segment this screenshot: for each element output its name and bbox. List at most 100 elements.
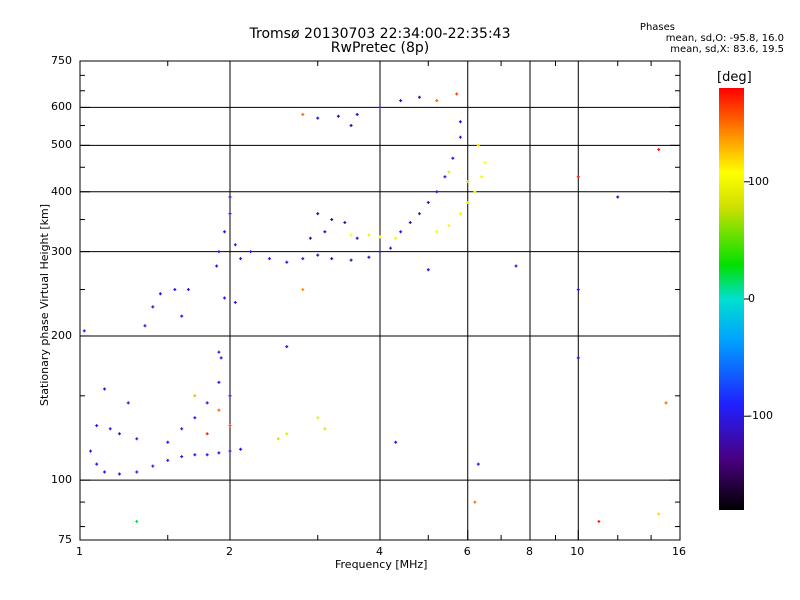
y-tick-label: 750 [51,54,72,67]
data-point [447,170,451,174]
data-point [473,190,477,194]
axis-ticks [79,60,681,541]
data-point [285,260,289,264]
data-point [166,440,170,444]
data-point [285,432,289,436]
data-point [205,401,209,405]
data-point [435,230,439,234]
data-point [103,470,107,474]
colorbar-tick-label: 100 [748,174,769,188]
data-point [330,218,334,222]
x-tick-label: 10 [570,545,585,558]
data-point [483,161,487,165]
data-point [458,120,462,124]
stats-title: Phases [639,22,675,33]
data-point [301,288,305,292]
data-point [389,246,393,250]
data-point [316,116,320,120]
data-point [343,221,347,225]
data-point [151,305,155,309]
data-point [394,440,398,444]
colorbar-tick-label: 0 [748,292,755,305]
data-point [336,114,340,118]
data-point [378,105,382,109]
data-point [408,221,412,225]
data-point [95,462,99,466]
x-tick-label: 2 [226,545,233,558]
y-tick-label: 75 [58,533,72,546]
data-point [323,427,327,431]
data-point [223,230,227,234]
data-point [166,458,170,462]
data-point [417,95,421,99]
x-tick-label: 1 [76,545,83,558]
data-point [316,253,320,257]
colorbar [719,88,744,510]
y-tick-label: 300 [51,244,72,258]
y-tick-label: 500 [51,138,72,152]
data-point [219,356,223,360]
chart-title-line2: RwPretec (8p) [330,40,430,56]
data-point [316,416,320,420]
data-point [217,250,221,254]
data-point [103,387,107,391]
data-point [597,519,601,523]
data-point [447,224,451,228]
data-point [576,175,580,179]
data-point [657,512,661,516]
data-point [657,148,661,152]
data-point [323,230,327,234]
data-point [180,314,184,318]
data-point [458,212,462,216]
data-point [228,394,232,398]
data-point [135,437,139,441]
x-tick-label: 8 [526,545,533,558]
data-point [108,427,112,431]
data-point [451,156,455,160]
data-point [126,401,130,405]
data-point [215,264,219,268]
data-point [316,212,320,216]
x-tick-label: 6 [463,545,471,558]
data-point [349,258,353,262]
data-point [135,519,139,523]
data-point [173,288,177,292]
chart-title-line1: Tromsø 20130703 22:34:00-22:35:43 [249,26,511,42]
y-axis-label: Stationary phase Virtual Height [km] [38,203,51,407]
data-point [205,432,209,436]
data-point [239,447,243,451]
data-point [455,92,459,96]
data-point [576,288,580,292]
data-point [367,255,371,259]
data-point [476,143,480,147]
data-point [514,264,518,268]
data-point [435,99,439,103]
data-point [233,300,237,304]
data-point [308,236,312,240]
data-point [239,257,243,261]
colorbar-label: [deg] [717,70,752,85]
y-tick-label: 600 [51,100,72,114]
y-tick-label: 200 [51,328,72,342]
data-point [223,296,227,300]
data-point [117,432,121,436]
data-point [443,175,447,179]
data-point [95,424,99,428]
data-point [193,416,197,420]
data-point [217,408,221,412]
data-point [480,175,484,179]
data-point [285,345,289,349]
colorbar-ticks [744,181,750,417]
data-point [186,288,190,292]
data-point [193,453,197,457]
data-point [301,112,305,116]
data-point [158,292,162,296]
data-point [330,257,334,261]
data-point [276,437,280,441]
data-point [349,124,353,128]
data-point [217,380,221,384]
stats-x-mode: mean, sd,X: 83.6, 19.5 [670,44,784,55]
x-tick-label: 16 [672,545,686,558]
colorbar-tick-label: -100 [748,409,773,423]
